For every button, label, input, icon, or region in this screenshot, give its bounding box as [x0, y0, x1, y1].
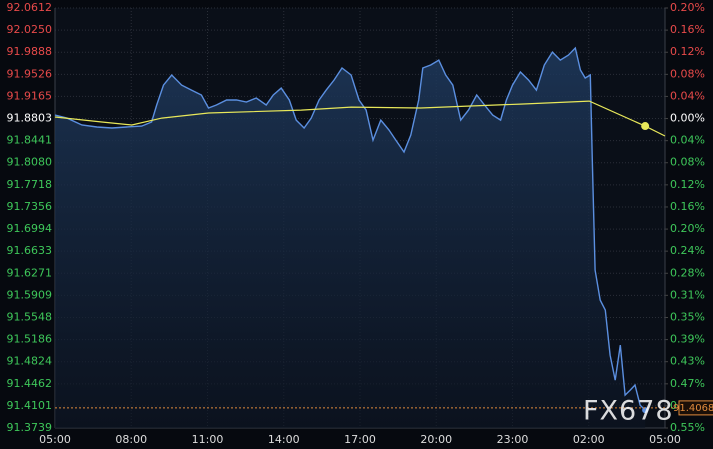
x-tick-label: 14:00 [268, 433, 300, 446]
x-tick-label: 05:00 [39, 433, 71, 446]
y-tick-label: 92.0250 [7, 23, 53, 36]
y2-tick-label: 0.24% [670, 244, 705, 257]
y-tick-label: 91.4462 [7, 377, 53, 390]
y-tick-label: 91.9526 [7, 67, 53, 80]
y-tick-label: 91.3739 [7, 421, 53, 434]
y2-tick-label: 0.39% [670, 333, 705, 346]
x-tick-label: 17:00 [344, 433, 376, 446]
y2-tick-label: 0.47% [670, 377, 705, 390]
y-tick-label: 91.8803 [7, 112, 53, 125]
y2-tick-label: 0.12% [670, 178, 705, 191]
y-tick-label: 91.7718 [7, 178, 53, 191]
y2-tick-label: 0.35% [670, 311, 705, 324]
marker [641, 122, 650, 131]
y2-tick-label: 0.12% [670, 45, 705, 58]
x-tick-label: 05:00 [649, 433, 681, 446]
x-tick-label: 11:00 [192, 433, 224, 446]
x-tick-label: 20:00 [420, 433, 452, 446]
y2-tick-label: 0.55% [670, 421, 705, 434]
y2-tick-label: 0.28% [670, 266, 705, 279]
y-tick-label: 92.0612 [7, 1, 53, 14]
y-tick-label: 91.6633 [7, 244, 53, 257]
y-tick-label: 91.9888 [7, 45, 53, 58]
y-tick-label: 91.8080 [7, 156, 53, 169]
line [54, 46, 646, 411]
y2-tick-label: 0.00% [670, 112, 705, 125]
y2-tick-label: 0.16% [670, 23, 705, 36]
marker [642, 407, 649, 414]
y-tick-label: 91.9165 [7, 89, 53, 102]
y2-tick-label: 0.08% [670, 156, 705, 169]
y-tick-label: 91.5909 [7, 288, 53, 301]
last-price-box [678, 400, 713, 416]
y-tick-label: 91.4101 [7, 399, 53, 412]
y-tick-label: 91.6994 [7, 222, 53, 235]
y-tick-label: 91.4824 [7, 355, 53, 368]
last-price-label: 91.4068 [673, 403, 713, 414]
x-tick-label: 08:00 [115, 433, 147, 446]
y2-tick-label: 0.31% [670, 288, 705, 301]
x-tick-label: 02:00 [573, 433, 605, 446]
watermark: FX678 [583, 396, 674, 427]
y2-tick-label: 0.04% [670, 89, 705, 102]
y2-tick-label: 0.20% [670, 222, 705, 235]
y-tick-label: 91.7356 [7, 200, 53, 213]
y-tick-label: 91.8441 [7, 134, 53, 147]
area [55, 48, 646, 428]
x-tick-label: 23:00 [497, 433, 529, 446]
y2-tick-label: 0.43% [670, 355, 705, 368]
y2-tick-label: 0.16% [670, 200, 705, 213]
y-tick-label: 91.6271 [7, 266, 53, 279]
y2-tick-label: 0.08% [670, 67, 705, 80]
line [54, 100, 666, 137]
y2-tick-label: 0.20% [670, 1, 705, 14]
y-tick-label: 91.5548 [7, 310, 53, 323]
y-tick-label: 91.5186 [7, 333, 53, 346]
y2-tick-label: 0.04% [670, 134, 705, 147]
